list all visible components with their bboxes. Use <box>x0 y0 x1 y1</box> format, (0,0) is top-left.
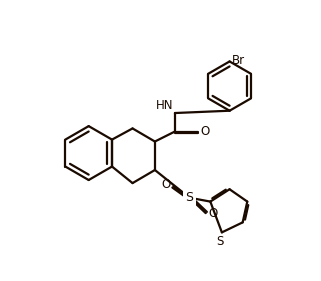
Text: O: O <box>200 125 210 138</box>
Text: O: O <box>208 207 217 220</box>
Text: HN: HN <box>156 99 173 112</box>
Text: O: O <box>162 178 171 191</box>
Text: Br: Br <box>232 54 245 67</box>
Text: S: S <box>186 191 194 204</box>
Text: S: S <box>217 235 224 248</box>
